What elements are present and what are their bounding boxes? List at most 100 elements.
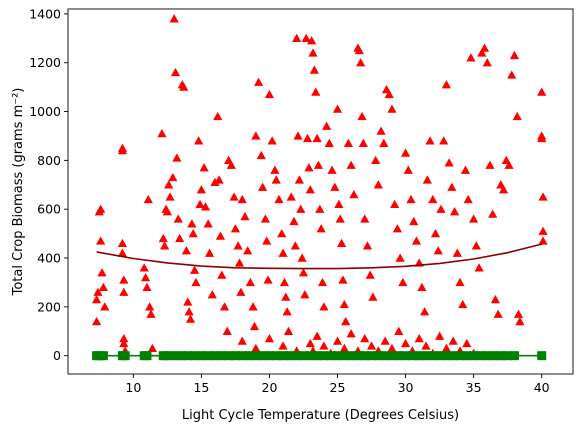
data-point-triangle (184, 307, 194, 316)
data-point-triangle (270, 165, 280, 174)
data-point-triangle (338, 275, 348, 284)
data-point-triangle (537, 87, 547, 96)
x-axis-label: Light Cycle Temperature (Degrees Celsius… (182, 408, 459, 423)
data-point-triangle (253, 77, 264, 86)
data-point-triangle (168, 172, 178, 182)
data-point-triangle (189, 265, 200, 274)
data-point-triangle (196, 185, 206, 194)
data-point-triangle (313, 160, 324, 169)
data-point-triangle (307, 36, 317, 45)
data-point-triangle (422, 175, 432, 184)
data-point-triangle (160, 241, 170, 250)
data-point-triangle (264, 333, 275, 343)
data-point-triangle (283, 326, 294, 335)
data-point-triangle (420, 307, 430, 316)
data-point-triangle (217, 270, 227, 279)
data-point-triangle (162, 207, 172, 216)
data-point-triangle (274, 194, 284, 204)
data-point-triangle (504, 160, 514, 169)
data-point-triangle (251, 131, 261, 140)
data-point-triangle (319, 302, 329, 311)
data-point-triangle (460, 165, 471, 174)
data-point-triangle (119, 275, 129, 284)
data-point-triangle (513, 309, 524, 318)
data-point-triangle (380, 336, 390, 345)
data-point-triangle (96, 204, 106, 213)
data-point-triangle (400, 338, 411, 348)
data-point-triangle (421, 341, 431, 350)
data-point-triangle (452, 248, 462, 257)
data-point-triangle (509, 50, 520, 60)
data-point-triangle (264, 89, 275, 99)
data-point-triangle (286, 192, 296, 201)
data-point-triangle (279, 277, 290, 287)
data-point-triangle (300, 290, 310, 299)
data-point-triangle (403, 165, 413, 174)
y-tick-label: 200 (37, 299, 61, 314)
data-point-triangle (354, 45, 364, 55)
data-point-triangle (485, 160, 495, 169)
data-point-triangle (117, 238, 128, 248)
data-point-triangle (91, 316, 102, 326)
data-point-triangle (477, 48, 487, 57)
data-point-triangle (430, 229, 441, 238)
data-point-triangle (309, 65, 319, 74)
data-point-triangle (234, 258, 245, 267)
data-point-triangle (376, 126, 386, 135)
plot-area (91, 14, 548, 361)
data-point-triangle (230, 224, 241, 233)
data-point-triangle (327, 165, 337, 174)
x-tick-label: 20 (262, 380, 278, 395)
y-tick-label: 800 (37, 153, 61, 168)
data-point-triangle (400, 148, 411, 157)
plot-frame (67, 8, 574, 375)
data-point-triangle (157, 128, 167, 138)
data-point-triangle (98, 282, 108, 292)
y-axis-label: Total Crop Biomass (grams m⁻²) (11, 88, 26, 297)
data-point-triangle (392, 224, 403, 233)
x-tick-label: 25 (330, 380, 346, 395)
data-point-triangle (387, 343, 397, 353)
data-point-triangle (258, 182, 268, 191)
data-point-triangle (172, 153, 182, 162)
data-point-triangle (332, 104, 343, 113)
data-point-triangle (200, 202, 211, 211)
data-point-triangle (439, 136, 449, 145)
data-point-triangle (538, 226, 548, 235)
data-point-triangle (301, 33, 311, 42)
data-point-triangle (346, 160, 356, 169)
data-point-triangle (479, 43, 490, 52)
data-point-triangle (414, 333, 424, 343)
data-point-triangle (311, 87, 321, 96)
data-point-triangle (146, 309, 156, 318)
data-point-triangle (341, 316, 351, 326)
data-point-triangle (332, 336, 343, 345)
data-point-triangle (395, 253, 405, 262)
data-point-triangle (278, 248, 288, 257)
data-point-triangle (245, 277, 255, 287)
data-point-triangle (305, 338, 315, 348)
data-point-triangle (368, 292, 378, 301)
data-point-triangle (349, 189, 359, 199)
data-point-triangle (435, 331, 445, 340)
data-point-triangle (237, 336, 247, 345)
y-tick-label: 600 (37, 202, 61, 217)
data-point-triangle (322, 121, 332, 130)
data-point-triangle (384, 89, 394, 99)
data-point-triangle (170, 67, 181, 77)
data-point-triangle (365, 270, 375, 279)
data-point-triangle (96, 236, 106, 245)
data-point-triangle (379, 138, 389, 147)
data-point-triangle (213, 111, 223, 121)
data-point-triangle (362, 241, 373, 250)
data-point-triangle (282, 307, 292, 316)
data-point-triangle (140, 272, 151, 282)
data-point-triangle (100, 302, 110, 311)
data-point-triangle (507, 70, 517, 79)
data-point-triangle (222, 326, 232, 335)
data-point-triangle (147, 343, 157, 353)
data-point-triangle (236, 287, 246, 296)
data-point-triangle (312, 133, 322, 143)
data-point-triangle (195, 199, 205, 208)
